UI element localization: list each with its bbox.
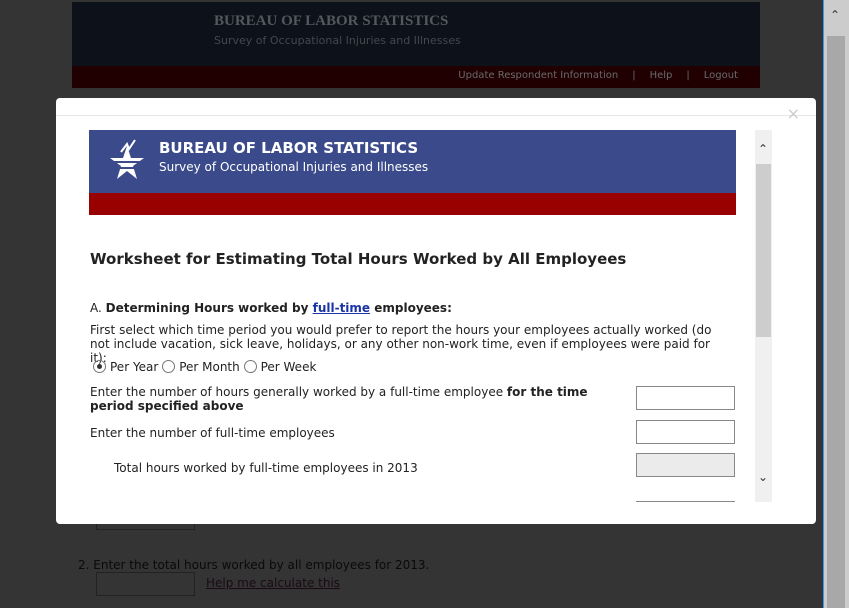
employee-count-input[interactable] [636, 420, 735, 444]
modal-scrollbar[interactable]: ⌃ ⌄ [755, 130, 772, 502]
scroll-down-icon[interactable]: ⌄ [758, 470, 769, 484]
section-a-heading: A. Determining Hours worked by full-time… [90, 301, 452, 315]
radio-per-week[interactable]: Per Week [243, 360, 316, 374]
help-calculate-link[interactable]: Help me calculate this [206, 576, 341, 590]
survey-title: Survey of Occupational Injuries and Illn… [159, 160, 429, 174]
org-title: BUREAU OF LABOR STATISTICS [159, 139, 419, 157]
bg-org-title: BUREAU OF LABOR STATISTICS [214, 13, 449, 29]
worksheet-frame: BUREAU OF LABOR STATISTICS Survey of Occ… [89, 130, 773, 502]
page-scrollbar[interactable]: ⌃ [823, 0, 849, 608]
total-hours-output [636, 453, 735, 477]
total-label: Total hours worked by full-time employee… [114, 461, 418, 475]
close-icon[interactable]: × [786, 104, 800, 123]
hours-label: Enter the number of hours generally work… [90, 385, 588, 413]
radio-per-year[interactable]: Per Year [93, 360, 158, 374]
scroll-up-icon[interactable]: ⌃ [830, 8, 841, 22]
bg-survey-title: Survey of Occupational Injuries and Illn… [214, 34, 461, 47]
instructions: First select which time period you would… [90, 323, 712, 365]
full-time-link[interactable]: full-time [312, 301, 371, 315]
period-radio-group: Per Year Per Month Per Week [93, 360, 316, 374]
radio-per-month[interactable]: Per Month [162, 360, 240, 374]
header-band [89, 193, 736, 215]
nav-help[interactable]: Help [649, 70, 673, 81]
employees-label: Enter the number of full-time employees [90, 426, 335, 440]
nav-update-respondent[interactable]: Update Respondent Information [458, 70, 619, 81]
bls-star-logo-icon [110, 139, 144, 179]
next-input[interactable] [636, 501, 735, 502]
worksheet-title: Worksheet for Estimating Total Hours Wor… [90, 250, 627, 268]
scroll-up-icon[interactable]: ⌃ [758, 142, 769, 156]
nav-logout[interactable]: Logout [703, 70, 738, 81]
question-2: 2. Enter the total hours worked by all e… [78, 558, 430, 572]
bls-header: BUREAU OF LABOR STATISTICS Survey of Occ… [89, 130, 736, 193]
total-hours-input[interactable] [96, 572, 195, 596]
scrollbar-thumb[interactable] [827, 36, 845, 608]
worksheet-modal: × BUREAU OF LABOR STATISTICS Survey of O… [56, 98, 816, 524]
bg-nav-bar: Update Respondent Information | Help | Log… [72, 66, 760, 88]
scrollbar-thumb[interactable] [756, 164, 771, 337]
bg-header: BUREAU OF LABOR STATISTICS Survey of Occ… [72, 2, 760, 66]
hours-per-employee-input[interactable] [636, 386, 735, 410]
